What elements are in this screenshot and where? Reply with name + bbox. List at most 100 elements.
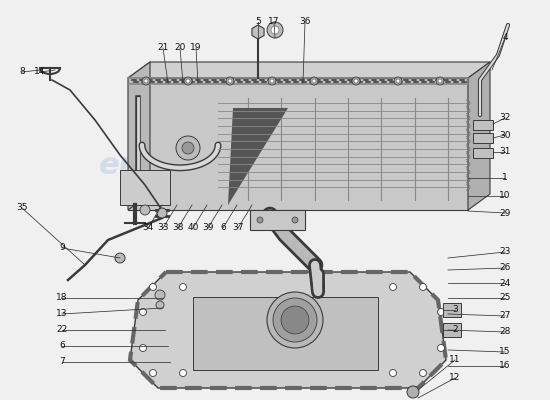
Text: 6: 6 bbox=[59, 342, 65, 350]
Text: 34: 34 bbox=[142, 224, 153, 232]
Text: 31: 31 bbox=[499, 148, 511, 156]
Bar bbox=[250, 210, 305, 230]
Bar bbox=[443, 303, 461, 317]
Circle shape bbox=[150, 284, 157, 290]
Circle shape bbox=[226, 77, 234, 85]
Circle shape bbox=[437, 308, 444, 316]
Text: 37: 37 bbox=[232, 224, 244, 232]
Circle shape bbox=[150, 370, 157, 376]
Circle shape bbox=[186, 79, 190, 83]
Text: 9: 9 bbox=[59, 244, 65, 252]
Circle shape bbox=[155, 290, 165, 300]
Text: 1: 1 bbox=[502, 174, 508, 182]
Circle shape bbox=[270, 79, 274, 83]
Circle shape bbox=[407, 386, 419, 398]
Circle shape bbox=[144, 79, 148, 83]
Text: 29: 29 bbox=[499, 208, 511, 218]
Polygon shape bbox=[128, 78, 468, 210]
Circle shape bbox=[140, 308, 146, 316]
Bar bbox=[473, 148, 493, 158]
Circle shape bbox=[396, 79, 400, 83]
Text: 14: 14 bbox=[34, 68, 46, 76]
Text: 6: 6 bbox=[220, 224, 226, 232]
Circle shape bbox=[312, 79, 316, 83]
Text: 18: 18 bbox=[56, 294, 68, 302]
Text: 24: 24 bbox=[499, 278, 510, 288]
Polygon shape bbox=[128, 62, 150, 210]
Text: 20: 20 bbox=[174, 44, 186, 52]
Text: 28: 28 bbox=[499, 328, 511, 336]
Circle shape bbox=[179, 284, 186, 290]
Text: 3: 3 bbox=[452, 306, 458, 314]
Text: 36: 36 bbox=[299, 18, 311, 26]
Circle shape bbox=[420, 370, 426, 376]
Circle shape bbox=[157, 208, 167, 218]
Text: eurospares: eurospares bbox=[98, 150, 292, 180]
Text: 32: 32 bbox=[499, 114, 511, 122]
Text: 10: 10 bbox=[499, 192, 511, 200]
Text: 11: 11 bbox=[449, 356, 461, 364]
Text: 19: 19 bbox=[190, 44, 202, 52]
Bar bbox=[473, 120, 493, 130]
Circle shape bbox=[140, 344, 146, 352]
Circle shape bbox=[271, 26, 279, 34]
Text: eurospares: eurospares bbox=[158, 316, 351, 344]
Text: 23: 23 bbox=[499, 248, 511, 256]
Text: 39: 39 bbox=[202, 224, 214, 232]
Circle shape bbox=[420, 284, 426, 290]
Bar bbox=[443, 323, 461, 337]
Circle shape bbox=[436, 77, 444, 85]
Polygon shape bbox=[130, 272, 446, 388]
Circle shape bbox=[310, 77, 318, 85]
Text: 12: 12 bbox=[449, 374, 461, 382]
Circle shape bbox=[438, 79, 442, 83]
Circle shape bbox=[142, 77, 150, 85]
Polygon shape bbox=[468, 62, 490, 210]
Text: 33: 33 bbox=[157, 224, 169, 232]
Circle shape bbox=[389, 370, 397, 376]
Polygon shape bbox=[252, 25, 264, 39]
Circle shape bbox=[352, 77, 360, 85]
Polygon shape bbox=[128, 62, 490, 78]
Circle shape bbox=[389, 284, 397, 290]
Bar bbox=[120, 170, 170, 205]
Circle shape bbox=[281, 306, 309, 334]
Text: 13: 13 bbox=[56, 310, 68, 318]
Text: 30: 30 bbox=[499, 130, 511, 140]
Circle shape bbox=[140, 205, 150, 215]
Polygon shape bbox=[228, 108, 288, 205]
Text: 5: 5 bbox=[255, 18, 261, 26]
Circle shape bbox=[176, 136, 200, 160]
Circle shape bbox=[184, 77, 192, 85]
Bar bbox=[473, 133, 493, 143]
Text: 16: 16 bbox=[499, 362, 511, 370]
Text: 8: 8 bbox=[19, 68, 25, 76]
Circle shape bbox=[179, 370, 186, 376]
Circle shape bbox=[267, 22, 283, 38]
Circle shape bbox=[228, 79, 232, 83]
Circle shape bbox=[437, 344, 444, 352]
Text: 2: 2 bbox=[452, 326, 458, 334]
Circle shape bbox=[267, 292, 323, 348]
Circle shape bbox=[268, 77, 276, 85]
Text: 4: 4 bbox=[502, 34, 508, 42]
Text: 27: 27 bbox=[499, 312, 511, 320]
Circle shape bbox=[257, 217, 263, 223]
Text: 26: 26 bbox=[499, 264, 511, 272]
Text: 25: 25 bbox=[499, 294, 511, 302]
Text: 35: 35 bbox=[16, 204, 28, 212]
Circle shape bbox=[182, 142, 194, 154]
Text: 15: 15 bbox=[499, 348, 511, 356]
Bar bbox=[193, 297, 378, 370]
Circle shape bbox=[292, 217, 298, 223]
Text: 7: 7 bbox=[59, 358, 65, 366]
Circle shape bbox=[273, 298, 317, 342]
Text: 22: 22 bbox=[56, 326, 68, 334]
Circle shape bbox=[156, 301, 164, 309]
Circle shape bbox=[354, 79, 358, 83]
Text: 38: 38 bbox=[172, 224, 184, 232]
Text: 21: 21 bbox=[157, 44, 169, 52]
Circle shape bbox=[115, 253, 125, 263]
Text: 17: 17 bbox=[268, 18, 280, 26]
Circle shape bbox=[394, 77, 402, 85]
